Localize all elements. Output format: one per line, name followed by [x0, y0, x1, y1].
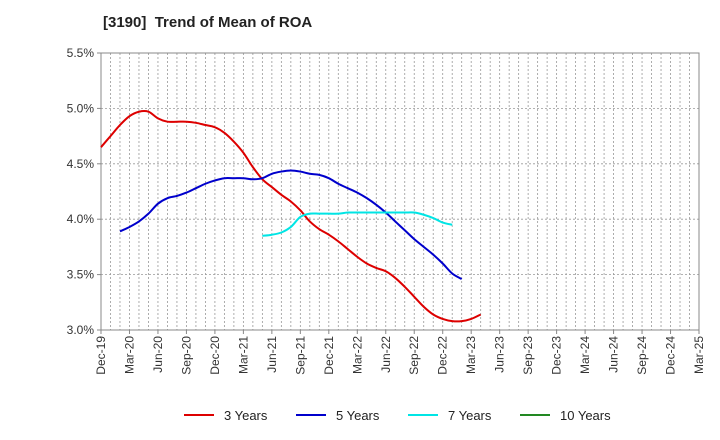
x-tick-label: Dec-20: [208, 336, 222, 375]
x-tick-label: Jun-24: [607, 336, 621, 373]
series-line-5-years: [119, 169, 463, 280]
x-tick-label: Dec-22: [436, 336, 450, 375]
x-tick-label: Sep-24: [635, 336, 649, 375]
x-tick-label: Mar-20: [122, 336, 136, 374]
legend: 3 Years 5 Years 7 Years 10 Years: [184, 408, 611, 423]
x-tick-label: Sep-20: [179, 336, 193, 375]
x-tick-label: Dec-24: [664, 336, 678, 375]
x-tick-label: Sep-22: [407, 336, 421, 375]
chart-title: [3190] Trend of Mean of ROA: [103, 14, 313, 31]
y-tick-label: 5.0%: [67, 101, 95, 115]
x-tick-label: Mar-25: [692, 336, 706, 374]
x-tick-label: Jun-21: [265, 336, 279, 373]
y-tick-label: 4.5%: [67, 157, 95, 171]
x-tick-label: Sep-23: [521, 336, 535, 375]
y-tick-label: 3.0%: [67, 323, 95, 337]
y-tick-label: 5.5%: [67, 46, 95, 60]
x-tick-label: Jun-22: [379, 336, 393, 373]
x-tick-label: Sep-21: [293, 336, 307, 375]
x-tick-label: Mar-23: [464, 336, 478, 374]
axes: 3.0% 3.5% 4.0% 4.5% 5.0% 5.5% Dec-19 Mar-20 Jun-…: [67, 46, 706, 375]
legend-label-10-years: 10 Years: [560, 408, 611, 423]
x-tick-label: Mar-22: [350, 336, 364, 374]
x-tick-label: Dec-21: [322, 336, 336, 375]
x-tick-label: Jun-20: [151, 336, 165, 373]
x-tick-label: Mar-21: [236, 336, 250, 374]
series-line-3-years: [100, 110, 482, 323]
x-tick-label: Dec-23: [550, 336, 564, 375]
x-tick-label: Dec-19: [94, 336, 108, 375]
legend-label-5-years: 5 Years: [336, 408, 380, 423]
series-line-7-years: [262, 211, 453, 237]
legend-label-3-years: 3 Years: [224, 408, 268, 423]
y-tick-label: 3.5%: [67, 268, 95, 282]
x-tick-label: Jun-23: [493, 336, 507, 373]
series-lines: [100, 110, 482, 323]
legend-label-7-years: 7 Years: [448, 408, 492, 423]
x-tick-label: Mar-24: [578, 336, 592, 374]
plot-area-border: [100, 52, 700, 331]
y-tick-label: 4.0%: [67, 212, 95, 226]
